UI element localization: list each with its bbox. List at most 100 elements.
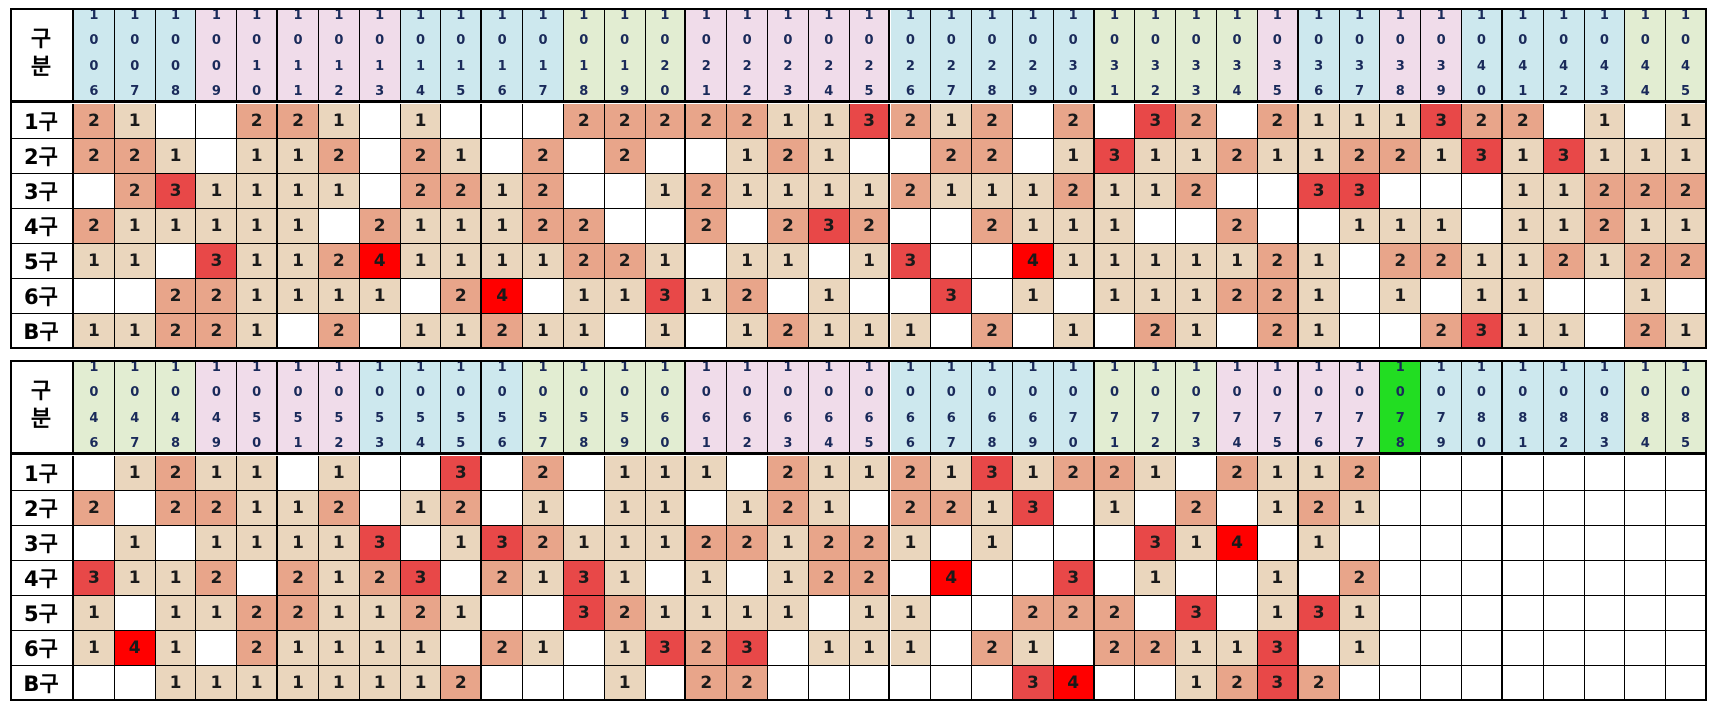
table-cell: 1 <box>808 279 850 314</box>
table-cell: 1 <box>645 314 687 349</box>
table-cell <box>1421 561 1463 596</box>
table-cell <box>74 456 115 491</box>
table-cell: 1 <box>1462 244 1503 279</box>
column-header-digit: 6 <box>742 410 752 426</box>
table-cell: 2 <box>482 314 524 349</box>
row-label: 3구 <box>10 526 74 561</box>
table-cell: 1 <box>441 596 483 631</box>
table-cell <box>400 456 442 491</box>
column-header-digit: 0 <box>252 33 262 49</box>
column-header-digit: 1 <box>415 360 426 375</box>
column-header-digit: 9 <box>1436 435 1446 451</box>
column-header-digit: 4 <box>211 410 221 426</box>
column-header-digit: 0 <box>1640 33 1650 49</box>
column-header-digit: 0 <box>171 33 181 49</box>
table-cell <box>1543 631 1585 666</box>
table-cell: 1 <box>1012 279 1054 314</box>
table-cell <box>1502 456 1544 491</box>
column-header-digit: 1 <box>130 8 140 23</box>
table-cell: 2 <box>1217 139 1258 174</box>
column-header-digit: 0 <box>701 385 711 401</box>
column-header-digit: 6 <box>497 435 507 451</box>
table-cell: 1 <box>237 279 279 314</box>
table-cell: 2 <box>196 279 238 314</box>
column-header-digit: 1 <box>1559 360 1569 375</box>
table-cell: 1 <box>686 279 728 314</box>
table-cell: 2 <box>727 666 768 701</box>
table-cell: 3 <box>563 596 605 631</box>
table-cell: 2 <box>1625 244 1667 279</box>
column-header: 1 0 4 6 <box>74 360 115 452</box>
table-cell <box>155 104 197 139</box>
table-cell: 1 <box>727 139 768 174</box>
column-header-digit: 0 <box>456 33 466 49</box>
column-header-digit: 2 <box>742 83 752 99</box>
column-header-digit: 2 <box>660 58 670 74</box>
column-header: 1 0 0 8 <box>155 8 197 100</box>
column-header-digit: 1 <box>1640 8 1650 23</box>
column-header-digit: 1 <box>701 8 711 23</box>
table-cell: 3 <box>482 526 524 561</box>
table-cell: 2 <box>155 314 197 349</box>
table-cell <box>441 631 483 666</box>
table-cell <box>482 456 524 491</box>
table-cell: 1 <box>400 209 442 244</box>
table-cell <box>808 244 850 279</box>
table-cell <box>1462 561 1503 596</box>
column-header: 1 0 0 6 <box>74 8 115 100</box>
column-header-digit: 5 <box>1272 435 1282 451</box>
column-header-digit: 5 <box>1681 435 1691 451</box>
table-cell: 1 <box>400 666 442 701</box>
table-cell <box>563 456 605 491</box>
table-cell <box>768 666 809 701</box>
column-header-digit: 9 <box>1028 435 1038 451</box>
table-cell <box>1421 174 1463 209</box>
row-label: 5구 <box>10 596 74 631</box>
column-header: 1 0 6 7 <box>931 360 973 452</box>
column-header-digit: 7 <box>946 83 956 99</box>
column-header-digit: 1 <box>660 8 670 23</box>
column-header-digit: 6 <box>783 410 793 426</box>
table-cell: 2 <box>768 456 809 491</box>
column-header-digit: 4 <box>1640 83 1650 99</box>
column-header-digit: 1 <box>620 58 630 74</box>
column-header-digit: 3 <box>375 83 385 99</box>
table-cell: 2 <box>686 174 728 209</box>
column-header-digit: 0 <box>905 33 915 49</box>
table-cell: 2 <box>686 631 728 666</box>
column-header-digit: 1 <box>742 8 752 23</box>
table-cell <box>686 244 728 279</box>
table-cell: 1 <box>114 456 156 491</box>
table-cell <box>1380 314 1422 349</box>
column-header-digit: 0 <box>1314 33 1324 49</box>
table-cell <box>849 491 891 526</box>
table-cell <box>1094 561 1136 596</box>
column-header-digit: 2 <box>905 58 915 74</box>
header-divider <box>10 100 1707 103</box>
table-cell: 1 <box>1666 139 1707 174</box>
column-header-digit: 1 <box>864 8 874 23</box>
table-cell: 3 <box>1257 666 1299 701</box>
column-header-digit: 1 <box>579 8 589 23</box>
table-cell: 2 <box>278 104 319 139</box>
table-cell: 1 <box>318 596 360 631</box>
column-header: 1 0 6 5 <box>849 360 891 452</box>
column-header-digit: 7 <box>130 435 140 451</box>
table-cell: 2 <box>1339 139 1381 174</box>
table-cell <box>1543 561 1585 596</box>
column-header: 1 0 2 5 <box>849 8 891 100</box>
table-cell: 1 <box>563 314 605 349</box>
column-header: 1 0 5 9 <box>604 360 646 452</box>
table-cell <box>359 456 401 491</box>
table-cell: 2 <box>114 174 156 209</box>
table-cell: 1 <box>155 561 197 596</box>
table-cell: 1 <box>114 526 156 561</box>
table-cell: 1 <box>1135 174 1177 209</box>
table-cell: 1 <box>1543 314 1585 349</box>
table-cell: 3 <box>931 279 973 314</box>
table-cell <box>1666 279 1707 314</box>
table-cell: 1 <box>482 174 524 209</box>
table-cell <box>523 104 564 139</box>
column-header-digit: 4 <box>415 83 426 99</box>
table-cell: 2 <box>849 526 891 561</box>
